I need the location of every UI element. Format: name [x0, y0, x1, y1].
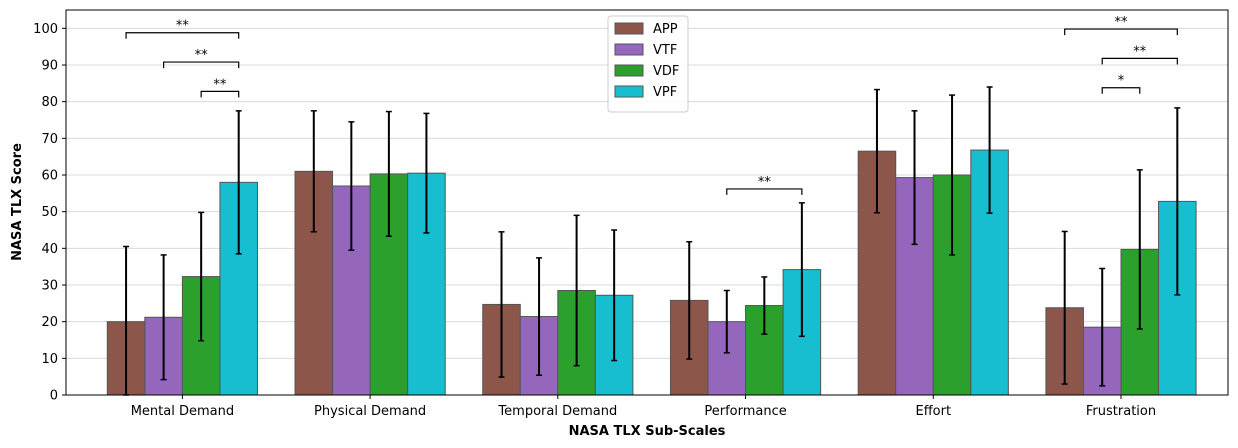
legend-label-vtf: VTF	[653, 43, 677, 58]
y-tick-label: 90	[41, 59, 58, 74]
y-tick-label: 80	[41, 95, 58, 110]
plot-frame	[65, 9, 1229, 396]
significance-bracket	[1064, 28, 1178, 36]
y-tick-label: 0	[50, 389, 58, 404]
significance-label: **	[213, 77, 227, 92]
legend-label-vdf: VDF	[653, 64, 679, 79]
significance-bracket	[1101, 87, 1141, 94]
y-tick-label: 60	[41, 169, 58, 184]
significance-label: **	[176, 19, 190, 34]
x-axis-ticks: Mental Demand Physical Demand Temporal Dem…	[131, 395, 1156, 419]
significance-label: *	[1118, 74, 1125, 89]
significance-bracket	[200, 90, 240, 98]
legend-swatch-vdf	[614, 64, 644, 77]
y-tick-label: 20	[41, 315, 58, 330]
legend-swatch-vpf	[614, 85, 644, 98]
x-tick-label: Frustration	[1086, 404, 1156, 419]
x-tick-label: Mental Demand	[131, 404, 234, 419]
y-tick-label: 30	[41, 279, 58, 294]
y-tick-label: 10	[41, 352, 58, 367]
significance-bracket	[726, 188, 803, 195]
y-tick-label: 40	[41, 242, 58, 257]
x-axis-label: NASA TLX Sub-Scales	[569, 424, 726, 439]
x-tick-label: Temporal Demand	[497, 404, 617, 419]
significance-label: **	[1114, 15, 1128, 30]
y-tick-label: 50	[41, 205, 58, 220]
legend-label-app: APP	[653, 22, 678, 37]
legend: APP VTF VDF VPF	[607, 15, 689, 113]
x-tick-label: Physical Demand	[314, 404, 426, 419]
significance-label: **	[758, 175, 772, 190]
significance-bracket	[1101, 57, 1178, 65]
y-axis-label: NASA TLX Score	[10, 143, 25, 261]
x-tick-label: Performance	[704, 404, 786, 419]
significance-bracket	[163, 61, 240, 69]
y-tick-label: 100	[33, 22, 58, 37]
x-tick-label: Effort	[915, 404, 951, 419]
y-tick-label: 70	[41, 132, 58, 147]
legend-swatch-app	[614, 22, 644, 35]
significance-bracket	[125, 32, 240, 39]
significance-label: **	[1133, 44, 1147, 59]
significance-label: **	[195, 48, 209, 63]
legend-label-vpf: VPF	[653, 85, 677, 100]
legend-swatch-vtf	[614, 43, 644, 56]
y-axis-ticks: 0 10 20 30 40 50 60 70 80 90 100	[33, 22, 66, 404]
significance-annotations: *************	[125, 15, 1178, 195]
error-bars	[123, 86, 1181, 396]
